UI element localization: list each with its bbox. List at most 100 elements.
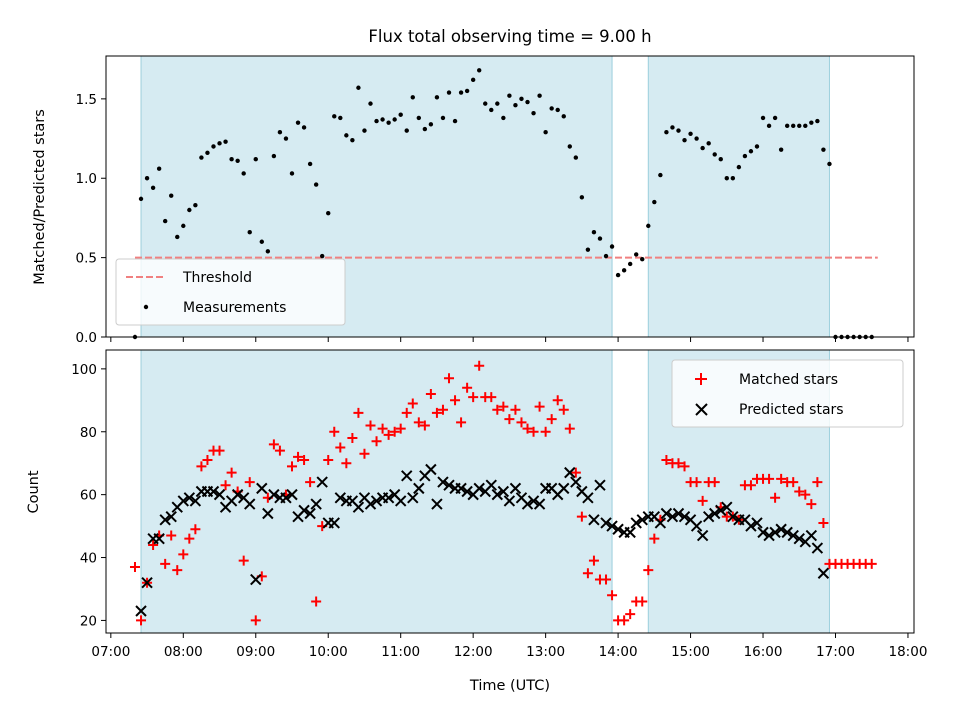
predicted-point [256, 482, 268, 495]
measurement-point [495, 101, 500, 106]
predicted-point [213, 488, 226, 501]
predicted-point [660, 507, 673, 520]
measurement-point [827, 161, 832, 167]
measurement-point [223, 139, 228, 144]
measurement-point [658, 172, 663, 178]
matched-point [268, 439, 279, 450]
measurement-point [380, 117, 385, 122]
measurement-point [247, 230, 252, 235]
predicted-point [316, 476, 328, 488]
matched-point [407, 398, 418, 409]
chart-title: Flux total observing time = 9.00 h [368, 27, 651, 46]
matched-point [299, 455, 310, 466]
measurement-point [301, 125, 307, 130]
predicted-star-points [135, 463, 830, 617]
measurement-point [537, 93, 542, 98]
matched-point [160, 558, 171, 569]
predicted-point [310, 498, 322, 510]
measurement-point [646, 223, 651, 229]
matched-point [341, 458, 352, 469]
measurement-point [778, 147, 784, 152]
matched-point [474, 360, 485, 371]
measurement-point [440, 115, 446, 121]
measurement-point [386, 120, 391, 125]
matched-point [534, 401, 545, 412]
measurement-point [682, 137, 687, 143]
measurement-point [791, 123, 796, 129]
measurements-legend-swatch [143, 304, 149, 310]
predicted-point [678, 510, 691, 523]
top-y-ticks: 0.0 0.5 1.0 1.5 [76, 92, 106, 346]
matched-point [178, 549, 189, 560]
measurement-point [724, 176, 729, 181]
y-tick-label: 100 [71, 362, 97, 378]
predicted-point [570, 476, 582, 488]
predicted-point [527, 495, 540, 507]
matched-point [329, 426, 340, 437]
measurement-point [797, 123, 802, 129]
predicted-legend-label: Predicted stars [739, 402, 844, 418]
matched-point [359, 448, 370, 459]
measurement-point [374, 118, 379, 124]
matched-point [812, 477, 823, 488]
matched-point [395, 423, 406, 434]
matched-point [202, 455, 213, 466]
predicted-point [787, 529, 799, 542]
predicted-point [757, 526, 769, 539]
predicted-point [262, 507, 274, 520]
measurement-point [150, 185, 156, 190]
measurement-point [513, 103, 518, 108]
x-tick-label: 11:00 [381, 644, 420, 660]
measurement-point [809, 120, 814, 125]
predicted-point [817, 567, 830, 579]
measurement-point [742, 153, 748, 159]
x-tick-label: 14:00 [599, 644, 638, 660]
predicted-point [473, 482, 485, 495]
predicted-point [721, 501, 733, 513]
predicted-point [751, 517, 763, 529]
predicted-point [564, 466, 576, 479]
measurement-point [718, 156, 723, 162]
measurement-point [416, 115, 422, 121]
predicted-point [558, 482, 570, 495]
measurement-point [736, 164, 742, 170]
measurement-point [591, 230, 597, 235]
measurement-point [235, 158, 240, 163]
y-tick-label: 40 [80, 551, 97, 567]
measurement-point [410, 95, 415, 100]
matched-point [661, 455, 672, 466]
measurement-point [362, 128, 367, 133]
predicted-point [244, 498, 256, 510]
measurement-point [398, 112, 403, 117]
y-tick-label: 20 [80, 613, 97, 629]
observing-window-band [140, 349, 613, 634]
measurement-point [404, 128, 409, 133]
matched-point [238, 555, 249, 566]
predicted-point [437, 476, 449, 488]
measurement-point [470, 77, 476, 83]
measurement-point [181, 223, 186, 229]
observing-window-band [647, 55, 830, 338]
matched-point [552, 395, 563, 406]
measurement-point [573, 155, 579, 160]
predicted-point [811, 542, 824, 554]
measurement-point [368, 101, 373, 106]
predicted-point [769, 526, 781, 539]
measurement-point [489, 107, 494, 113]
matched-point [413, 417, 424, 428]
top-panel: 0.0 0.5 1.0 1.5 Matched/Predicted stars Thr… [32, 55, 915, 346]
matched-point [818, 517, 829, 528]
matched-point [540, 426, 551, 437]
top-legend[interactable]: Threshold Measurements [115, 258, 346, 326]
predicted-point [630, 517, 642, 529]
measurement-point [211, 144, 216, 149]
x-axis-label: Time (UTC) [469, 678, 550, 694]
matched-legend-swatch [695, 373, 707, 385]
predicted-point [666, 510, 679, 523]
bottom-legend[interactable]: Matched stars Predicted stars [671, 359, 904, 428]
x-tick-label: 17:00 [816, 644, 855, 660]
bottom-x-ticks: 07:00 08:00 09:00 10:00 11:00 12:00 13:00 14:00… [91, 633, 927, 660]
predicted-point [672, 507, 685, 520]
predicted-point [334, 492, 347, 504]
matched-point [492, 404, 503, 415]
